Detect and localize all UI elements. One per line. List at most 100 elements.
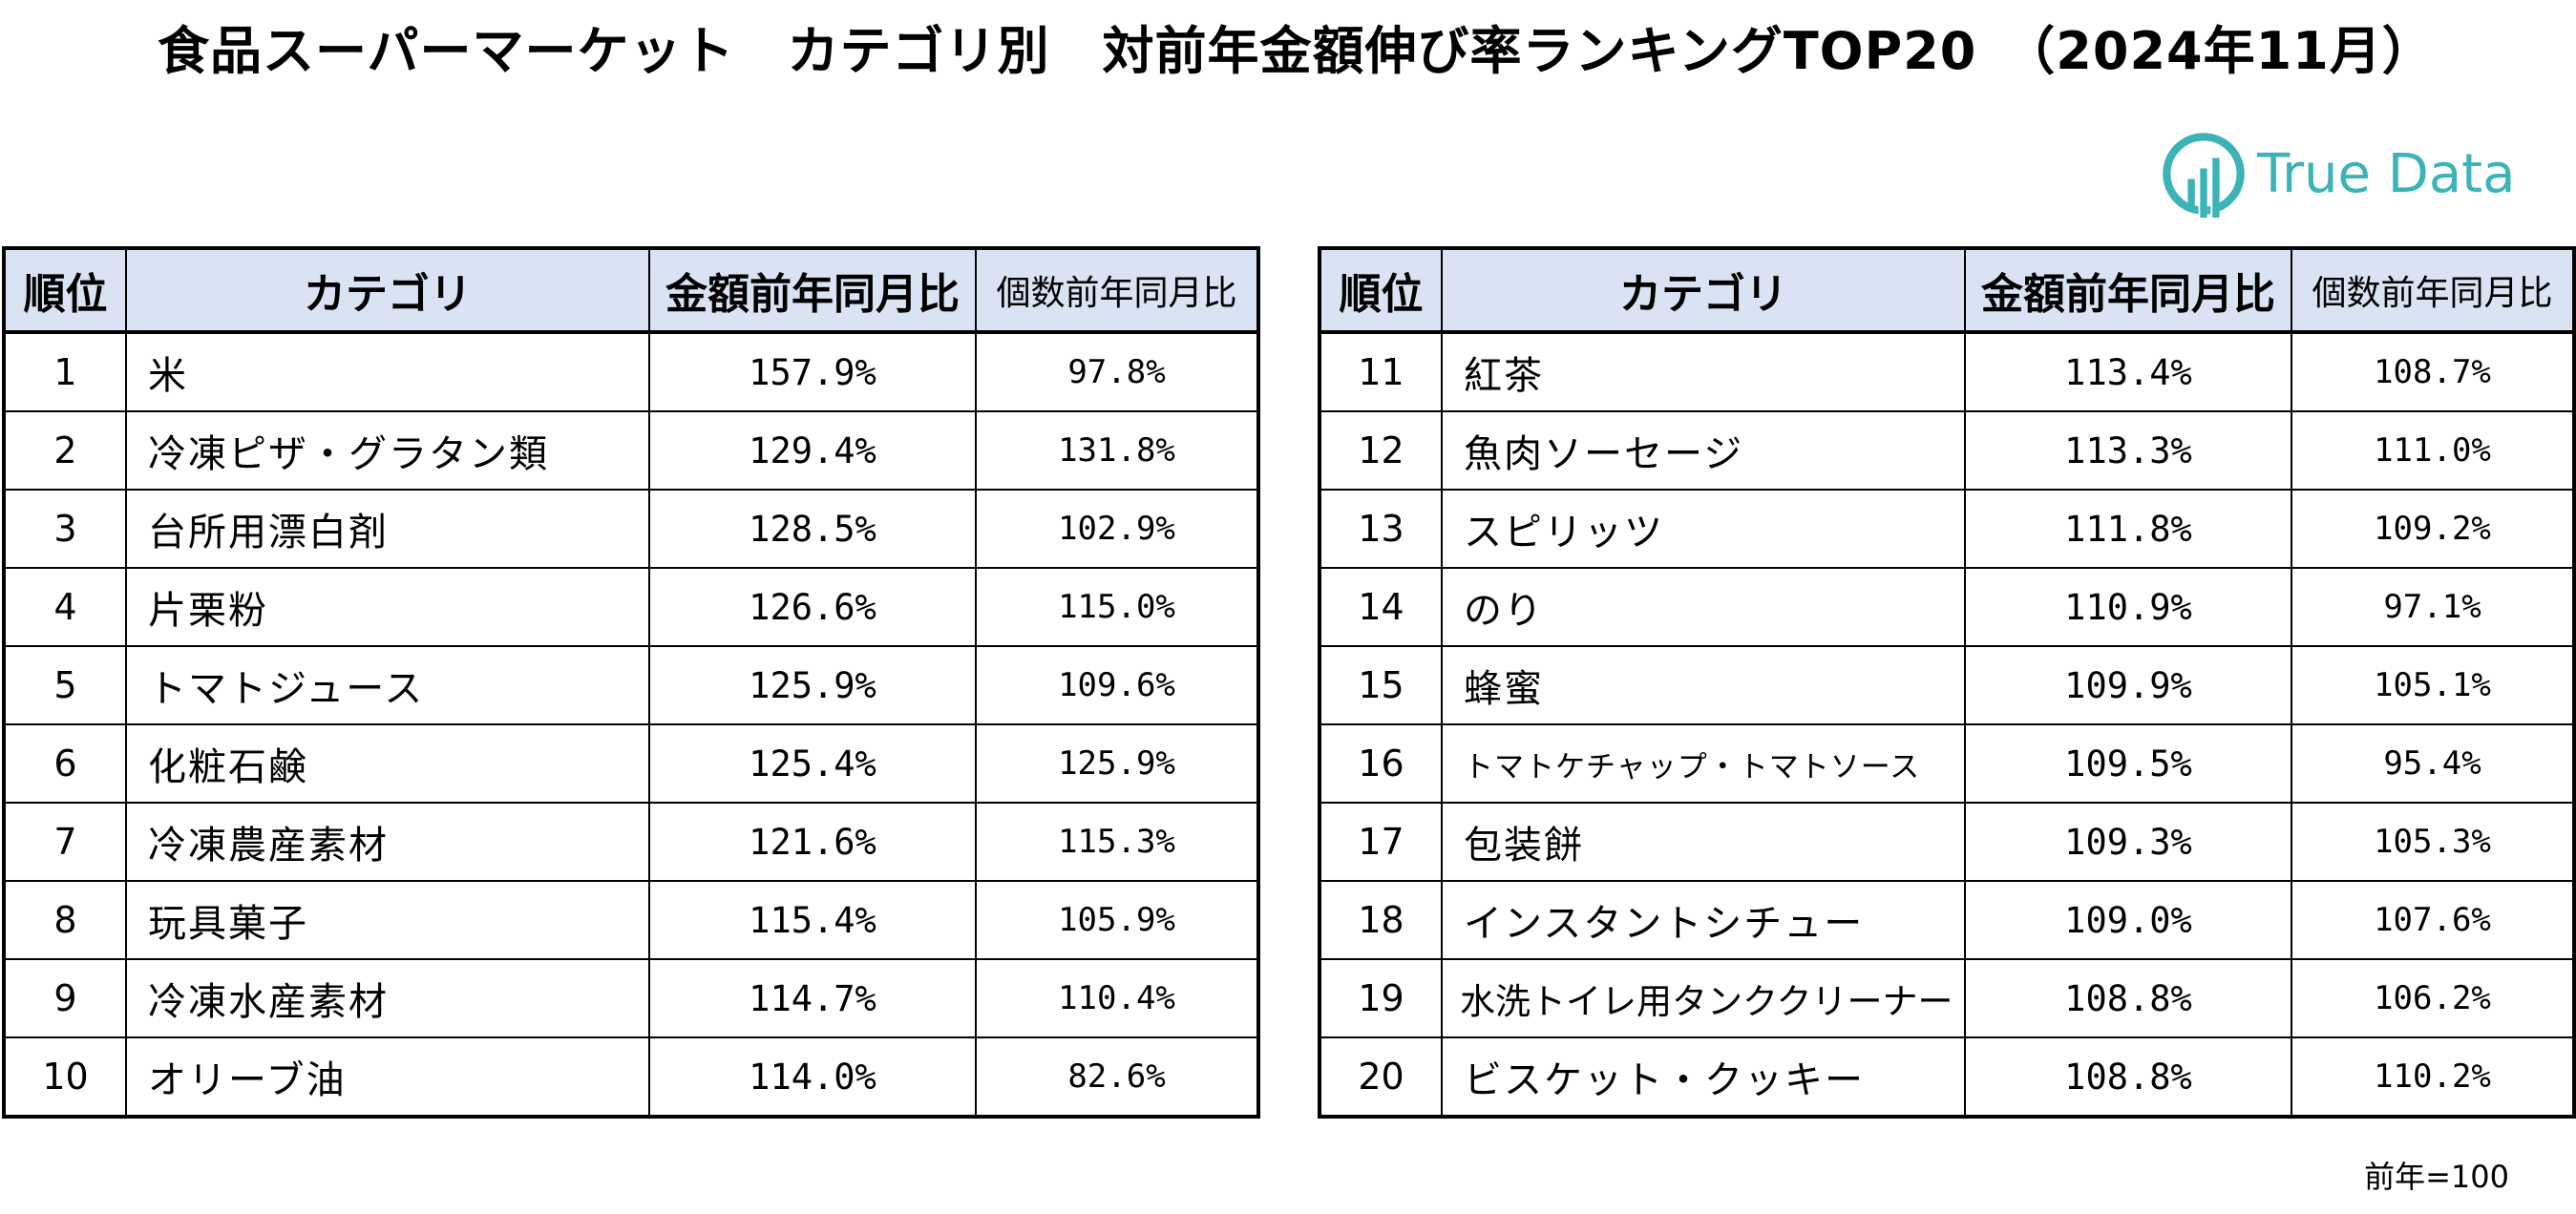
rank-cell: 8 (3, 880, 127, 960)
header-amount-yoy: 金額前年同月比 (648, 247, 977, 334)
rank-cell: 19 (1319, 958, 1443, 1038)
table-row: 20 ビスケット・クッキー 108.8% 110.2% (1319, 1036, 2575, 1118)
amount-yoy-cell: 109.0% (1964, 880, 2292, 960)
rank-cell: 15 (1319, 645, 1443, 725)
category-cell: 魚肉ソーセージ (1441, 410, 1966, 491)
amount-yoy-cell: 114.7% (648, 958, 977, 1038)
count-yoy-cell: 131.8% (975, 410, 1259, 491)
count-yoy-cell: 111.0% (2291, 410, 2575, 491)
amount-yoy-cell: 129.4% (648, 410, 977, 491)
category-cell: 紅茶 (1441, 331, 1966, 412)
header-rank: 順位 (1319, 247, 1443, 334)
table-row: 19 水洗トイレ用タンククリーナー 108.8% 106.2% (1319, 958, 2575, 1038)
category-cell: オリーブ油 (125, 1036, 650, 1118)
count-yoy-cell: 105.3% (2291, 802, 2575, 882)
count-yoy-cell: 125.9% (975, 723, 1259, 804)
category-cell: トマトケチャップ・トマトソース (1441, 723, 1966, 804)
table-row: 11 紅茶 113.4% 108.7% (1319, 331, 2575, 412)
table-row: 7 冷凍農産素材 121.6% 115.3% (3, 802, 1259, 882)
amount-yoy-cell: 125.9% (648, 645, 977, 725)
rank-cell: 11 (1319, 331, 1443, 412)
table-row: 8 玩具菓子 115.4% 105.9% (3, 880, 1259, 960)
category-cell: 冷凍ピザ・グラタン類 (125, 410, 650, 491)
rank-cell: 9 (3, 958, 127, 1038)
table-row: 5 トマトジュース 125.9% 109.6% (3, 645, 1259, 725)
rank-cell: 2 (3, 410, 127, 491)
truedata-logo-icon (2163, 133, 2245, 218)
count-yoy-cell: 97.8% (975, 331, 1259, 412)
page-title: 食品スーパーマーケット カテゴリ別 対前年金額伸び率ランキングTOP20 （20… (158, 21, 2435, 81)
category-cell: 蜂蜜 (1441, 645, 1966, 725)
table-row: 10 オリーブ油 114.0% 82.6% (3, 1036, 1259, 1118)
amount-yoy-cell: 113.3% (1964, 410, 2292, 491)
amount-yoy-cell: 157.9% (648, 331, 977, 412)
ranking-table-right: 順位 カテゴリ 金額前年同月比 個数前年同月比 11 紅茶 113.4% 108… (1318, 246, 2576, 1119)
table-row: 6 化粧石鹸 125.4% 125.9% (3, 723, 1259, 804)
table-row: 13 スピリッツ 111.8% 109.2% (1319, 489, 2575, 569)
count-yoy-cell: 110.4% (975, 958, 1259, 1038)
count-yoy-cell: 105.9% (975, 880, 1259, 960)
header-category: カテゴリ (1441, 247, 1966, 334)
rank-cell: 10 (3, 1036, 127, 1118)
amount-yoy-cell: 126.6% (648, 567, 977, 647)
rank-cell: 3 (3, 489, 127, 569)
count-yoy-cell: 115.3% (975, 802, 1259, 882)
category-cell: のり (1441, 567, 1966, 647)
table-row: 1 米 157.9% 97.8% (3, 331, 1259, 412)
category-cell: 化粧石鹸 (125, 723, 650, 804)
rank-cell: 20 (1319, 1036, 1443, 1118)
category-cell: ビスケット・クッキー (1441, 1036, 1966, 1118)
category-cell: 片栗粉 (125, 567, 650, 647)
rank-cell: 13 (1319, 489, 1443, 569)
category-cell: 台所用漂白剤 (125, 489, 650, 569)
count-yoy-cell: 108.7% (2291, 331, 2575, 412)
table-row: 9 冷凍水産素材 114.7% 110.4% (3, 958, 1259, 1038)
rank-cell: 12 (1319, 410, 1443, 491)
rank-cell: 1 (3, 331, 127, 412)
amount-yoy-cell: 108.8% (1964, 1036, 2292, 1118)
amount-yoy-cell: 128.5% (648, 489, 977, 569)
table-row: 17 包装餅 109.3% 105.3% (1319, 802, 2575, 882)
count-yoy-cell: 105.1% (2291, 645, 2575, 725)
count-yoy-cell: 115.0% (975, 567, 1259, 647)
amount-yoy-cell: 114.0% (648, 1036, 977, 1118)
table-header-row: 順位 カテゴリ 金額前年同月比 個数前年同月比 (1319, 247, 2575, 334)
table-row: 15 蜂蜜 109.9% 105.1% (1319, 645, 2575, 725)
category-cell: 冷凍水産素材 (125, 958, 650, 1038)
table-row: 14 のり 110.9% 97.1% (1319, 567, 2575, 647)
category-cell: 包装餅 (1441, 802, 1966, 882)
table-row: 4 片栗粉 126.6% 115.0% (3, 567, 1259, 647)
table-row: 3 台所用漂白剤 128.5% 102.9% (3, 489, 1259, 569)
header-count-yoy: 個数前年同月比 (975, 247, 1259, 334)
category-cell: インスタントシチュー (1441, 880, 1966, 960)
logo-text: True Data (2257, 142, 2516, 205)
count-yoy-cell: 109.2% (2291, 489, 2575, 569)
rank-cell: 18 (1319, 880, 1443, 960)
count-yoy-cell: 107.6% (2291, 880, 2575, 960)
category-cell: スピリッツ (1441, 489, 1966, 569)
rank-cell: 7 (3, 802, 127, 882)
count-yoy-cell: 102.9% (975, 489, 1259, 569)
count-yoy-cell: 95.4% (2291, 723, 2575, 804)
table-row: 16 トマトケチャップ・トマトソース 109.5% 95.4% (1319, 723, 2575, 804)
truedata-logo: True Data (2160, 130, 2515, 218)
amount-yoy-cell: 110.9% (1964, 567, 2292, 647)
count-yoy-cell: 97.1% (2291, 567, 2575, 647)
category-cell: 米 (125, 331, 650, 412)
category-cell: 水洗トイレ用タンククリーナー (1441, 958, 1966, 1038)
footnote: 前年=100 (2364, 1159, 2509, 1195)
amount-yoy-cell: 108.8% (1964, 958, 2292, 1038)
rank-cell: 16 (1319, 723, 1443, 804)
header-amount-yoy: 金額前年同月比 (1964, 247, 2292, 334)
category-cell: 玩具菓子 (125, 880, 650, 960)
table-row: 12 魚肉ソーセージ 113.3% 111.0% (1319, 410, 2575, 491)
amount-yoy-cell: 125.4% (648, 723, 977, 804)
count-yoy-cell: 110.2% (2291, 1036, 2575, 1118)
amount-yoy-cell: 111.8% (1964, 489, 2292, 569)
table-row: 2 冷凍ピザ・グラタン類 129.4% 131.8% (3, 410, 1259, 491)
rank-cell: 17 (1319, 802, 1443, 882)
rank-cell: 14 (1319, 567, 1443, 647)
amount-yoy-cell: 115.4% (648, 880, 977, 960)
rank-cell: 4 (3, 567, 127, 647)
header-category: カテゴリ (125, 247, 650, 334)
